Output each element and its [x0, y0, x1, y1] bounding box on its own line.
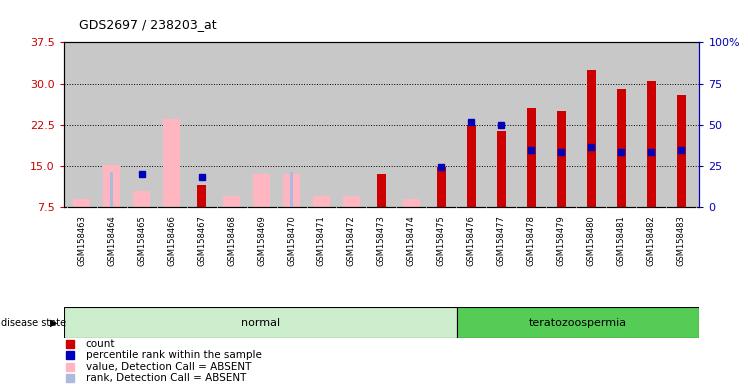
- Bar: [313, 196, 330, 207]
- Bar: [73, 199, 90, 207]
- Text: rank, Detection Call = ABSENT: rank, Detection Call = ABSENT: [86, 373, 246, 383]
- Bar: [403, 199, 420, 207]
- Text: GSM158464: GSM158464: [107, 215, 116, 266]
- Text: disease state: disease state: [1, 318, 66, 328]
- Text: normal: normal: [241, 318, 280, 328]
- Text: GSM158475: GSM158475: [437, 215, 446, 266]
- Text: ▶: ▶: [50, 318, 58, 328]
- Bar: [677, 94, 686, 207]
- Text: GSM158473: GSM158473: [377, 215, 386, 266]
- Bar: [110, 172, 114, 207]
- Text: count: count: [86, 339, 115, 349]
- Bar: [497, 131, 506, 207]
- Text: GSM158463: GSM158463: [77, 215, 86, 266]
- Bar: [283, 174, 300, 207]
- Bar: [133, 191, 150, 207]
- Text: teratozoospermia: teratozoospermia: [530, 318, 628, 328]
- Text: GSM158476: GSM158476: [467, 215, 476, 266]
- Text: GSM158465: GSM158465: [137, 215, 146, 266]
- Text: percentile rank within the sample: percentile rank within the sample: [86, 350, 262, 360]
- Text: GDS2697 / 238203_at: GDS2697 / 238203_at: [79, 18, 216, 31]
- Bar: [617, 89, 626, 207]
- Bar: [289, 172, 293, 207]
- Text: GSM158474: GSM158474: [407, 215, 416, 266]
- Text: GSM158482: GSM158482: [647, 215, 656, 266]
- Bar: [224, 196, 240, 207]
- Bar: [527, 108, 536, 207]
- Bar: [587, 70, 596, 207]
- Text: GSM158472: GSM158472: [347, 215, 356, 266]
- Text: GSM158483: GSM158483: [677, 215, 686, 266]
- Bar: [343, 196, 360, 207]
- Bar: [557, 111, 566, 207]
- Text: GSM158479: GSM158479: [557, 215, 566, 266]
- Bar: [437, 167, 446, 207]
- Text: GSM158471: GSM158471: [317, 215, 326, 266]
- Bar: [647, 81, 656, 207]
- Text: GSM158468: GSM158468: [227, 215, 236, 266]
- Bar: [377, 174, 386, 207]
- Text: value, Detection Call = ABSENT: value, Detection Call = ABSENT: [86, 362, 251, 372]
- Bar: [467, 125, 476, 207]
- Bar: [254, 174, 270, 207]
- Text: GSM158469: GSM158469: [257, 215, 266, 266]
- Text: GSM158466: GSM158466: [167, 215, 176, 266]
- Text: GSM158478: GSM158478: [527, 215, 536, 266]
- Bar: [163, 119, 180, 207]
- Text: GSM158467: GSM158467: [197, 215, 206, 266]
- Text: GSM158477: GSM158477: [497, 215, 506, 266]
- Text: GSM158480: GSM158480: [587, 215, 596, 266]
- Text: GSM158481: GSM158481: [617, 215, 626, 266]
- Bar: [197, 185, 206, 207]
- Bar: [103, 165, 120, 207]
- Bar: [457, 307, 699, 338]
- Bar: [64, 307, 457, 338]
- Text: GSM158470: GSM158470: [287, 215, 296, 266]
